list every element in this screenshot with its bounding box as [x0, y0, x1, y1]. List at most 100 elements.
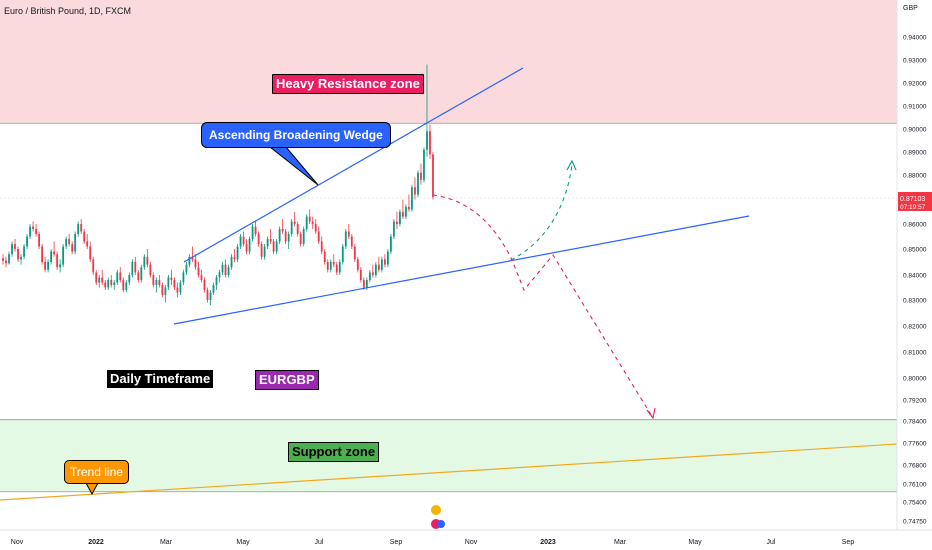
candle[interactable]: [302, 226, 305, 247]
candle[interactable]: [56, 251, 59, 270]
candle[interactable]: [134, 256, 137, 275]
candle[interactable]: [17, 246, 19, 263]
candle[interactable]: [68, 234, 71, 247]
candle[interactable]: [245, 239, 248, 255]
candle[interactable]: [5, 256, 7, 268]
candle[interactable]: [8, 251, 10, 265]
candle[interactable]: [203, 277, 206, 293]
candle[interactable]: [188, 254, 191, 268]
candle[interactable]: [29, 224, 31, 239]
candle[interactable]: [113, 280, 116, 290]
candle[interactable]: [14, 239, 16, 252]
candle[interactable]: [311, 216, 314, 229]
candle[interactable]: [167, 275, 170, 290]
candle[interactable]: [341, 244, 344, 265]
support-zone-label[interactable]: Support zone: [288, 442, 380, 462]
candle[interactable]: [59, 259, 62, 273]
candle[interactable]: [380, 256, 383, 273]
candle[interactable]: [83, 229, 86, 244]
candle[interactable]: [221, 262, 224, 275]
candle[interactable]: [293, 211, 296, 227]
candle[interactable]: [314, 219, 317, 234]
candle[interactable]: [209, 290, 212, 306]
candle[interactable]: [140, 264, 143, 283]
candle[interactable]: [287, 231, 290, 250]
event-icon-dividend[interactable]: [431, 505, 441, 515]
timeframe-label[interactable]: Daily Timeframe: [107, 370, 214, 388]
candle[interactable]: [386, 249, 389, 268]
price-axis[interactable]: [897, 0, 932, 550]
candle[interactable]: [179, 280, 182, 295]
candle[interactable]: [383, 254, 386, 268]
time-axis-ticks[interactable]: Nov 2022 Mar May Jul Sep Nov 2023 Mar May Jul Sep: [11, 539, 855, 546]
candle[interactable]: [101, 269, 104, 285]
candle[interactable]: [317, 226, 320, 245]
resistance-zone-label[interactable]: Heavy Resistance zone: [272, 74, 424, 94]
candle[interactable]: [161, 282, 164, 298]
candle[interactable]: [272, 239, 275, 255]
candle[interactable]: [185, 262, 188, 275]
candle[interactable]: [53, 241, 56, 257]
candle[interactable]: [158, 275, 161, 288]
candle[interactable]: [173, 277, 176, 291]
candle[interactable]: [429, 124, 431, 159]
candle[interactable]: [374, 262, 377, 278]
candle[interactable]: [308, 209, 311, 224]
candle[interactable]: [299, 231, 302, 247]
candle[interactable]: [227, 264, 230, 278]
candle[interactable]: [399, 209, 401, 227]
candle[interactable]: [176, 282, 179, 298]
candle[interactable]: [71, 241, 74, 255]
candle[interactable]: [62, 244, 65, 268]
candle[interactable]: [38, 231, 40, 250]
candle[interactable]: [323, 249, 326, 265]
candle[interactable]: [2, 254, 4, 265]
candle[interactable]: [248, 236, 251, 255]
candle[interactable]: [116, 269, 119, 285]
candle[interactable]: [164, 285, 167, 303]
candle[interactable]: [224, 259, 227, 278]
trendline-label[interactable]: Trend line: [64, 460, 129, 484]
candle[interactable]: [194, 254, 197, 270]
candle[interactable]: [65, 236, 68, 250]
candle[interactable]: [353, 244, 356, 262]
candle[interactable]: [11, 241, 13, 257]
candle[interactable]: [137, 269, 140, 283]
candle[interactable]: [125, 280, 128, 293]
candle[interactable]: [98, 275, 101, 288]
candle[interactable]: [347, 224, 350, 239]
candle[interactable]: [396, 211, 398, 229]
candle[interactable]: [32, 221, 34, 232]
candle[interactable]: [290, 219, 293, 237]
candle[interactable]: [350, 234, 353, 249]
candle[interactable]: [50, 249, 53, 265]
candle[interactable]: [408, 194, 410, 212]
candle[interactable]: [411, 184, 413, 212]
candle[interactable]: [149, 262, 152, 278]
candle[interactable]: [41, 244, 43, 265]
candle[interactable]: [92, 256, 95, 275]
event-icon-flag-secondary[interactable]: [437, 520, 445, 528]
candle[interactable]: [338, 259, 341, 275]
candle[interactable]: [332, 254, 335, 268]
wedge-label[interactable]: Ascending Broadening Wedge: [201, 122, 391, 148]
wedge-lower-line[interactable]: [173, 215, 750, 325]
candle[interactable]: [242, 231, 245, 247]
candle[interactable]: [152, 272, 155, 288]
candle[interactable]: [414, 177, 416, 200]
candle[interactable]: [206, 287, 209, 303]
candle[interactable]: [104, 280, 107, 290]
candle[interactable]: [131, 259, 134, 278]
candle[interactable]: [335, 262, 338, 275]
candle[interactable]: [74, 231, 77, 255]
candle[interactable]: [218, 269, 221, 283]
candle[interactable]: [212, 282, 215, 296]
candle[interactable]: [146, 249, 149, 268]
candle[interactable]: [35, 224, 37, 237]
candle[interactable]: [344, 229, 347, 249]
candle[interactable]: [215, 275, 218, 290]
candle[interactable]: [239, 234, 242, 249]
candle[interactable]: [191, 246, 194, 263]
candle[interactable]: [278, 226, 281, 245]
